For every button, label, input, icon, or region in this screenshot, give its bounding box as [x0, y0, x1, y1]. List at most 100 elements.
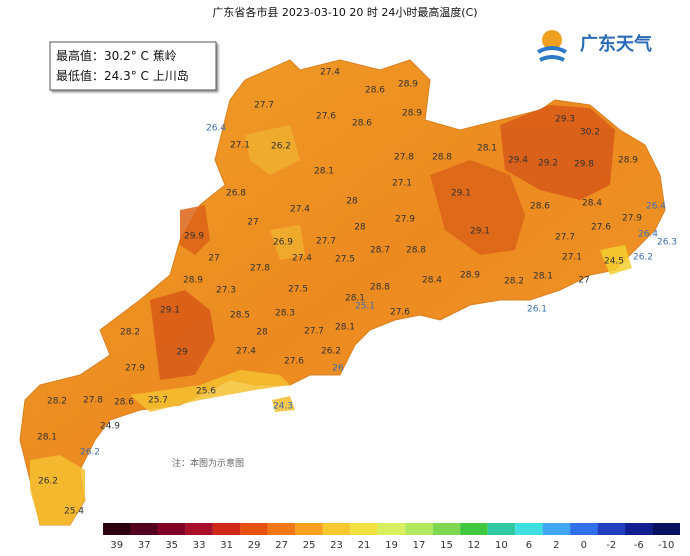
title: 广东省各市县 2023-03-10 20 时 24小时最高温度(C): [212, 5, 477, 19]
legend-swatch: [185, 523, 213, 535]
station-temp: 27.4: [290, 205, 310, 215]
legend-tick: 37: [138, 540, 151, 551]
station-temp: 28.5: [230, 311, 250, 321]
info-box: [49, 41, 217, 91]
station-temp: 27.4: [292, 254, 312, 264]
legend-tick: -2: [606, 540, 616, 551]
station-temp: 28.1: [37, 433, 57, 443]
station-temp: 28.1: [314, 167, 334, 177]
station-temp: 26.4: [206, 124, 226, 134]
station-temp: 28.2: [120, 328, 140, 338]
station-temp: 28.6: [352, 119, 372, 129]
station-temp: 30.2: [580, 128, 600, 138]
station-temp: 27.6: [316, 112, 336, 122]
station-temp: 28.9: [402, 109, 422, 119]
station-temp: 26.1: [527, 305, 547, 315]
station-temp: 28.9: [460, 271, 480, 281]
station-temp: 29.1: [470, 227, 490, 237]
logo-text: 广东天气: [580, 33, 652, 55]
station-temp: 28.6: [365, 86, 385, 96]
station-temp: 27.7: [316, 237, 336, 247]
station-temp: 26.2: [321, 347, 341, 357]
station-temp: 28.3: [275, 309, 295, 319]
station-temp: 27.7: [555, 233, 575, 243]
station-temp: 27.8: [83, 396, 103, 406]
station-temp: 24.5: [604, 257, 624, 267]
station-temp: 26.3: [657, 238, 677, 248]
station-temp: 25.1: [355, 302, 375, 312]
legend-swatch: [212, 523, 241, 535]
station-temp: 28.8: [406, 246, 426, 256]
station-temp: 28: [346, 197, 358, 207]
station-temp: 28.4: [582, 199, 602, 209]
legend-swatch: [652, 523, 680, 535]
station-temp: 28.6: [530, 202, 550, 212]
legend-tick: 12: [468, 540, 481, 551]
legend-tick: 6: [526, 540, 532, 551]
legend-tick: 2: [553, 540, 559, 551]
station-temp: 28.1: [335, 323, 355, 333]
legend-tick: 19: [385, 540, 398, 551]
station-temp: 26.4: [638, 230, 658, 240]
legend-swatch: [240, 523, 268, 535]
station-temp: 29.3: [555, 115, 575, 125]
station-temp: 28.4: [422, 276, 442, 286]
max-info: 最高值：30.2° C 蕉岭: [56, 48, 177, 63]
station-temp: 27.8: [250, 264, 270, 274]
legend-tick: 33: [193, 540, 206, 551]
station-temp: 28: [256, 328, 268, 338]
station-temp: 28: [354, 223, 366, 233]
legend-tick: 0: [581, 540, 587, 551]
legend-tick: 10: [495, 540, 508, 551]
station-temp: 28.9: [398, 80, 418, 90]
station-temp: 27.5: [335, 255, 355, 265]
station-temp: 26.4: [646, 202, 666, 212]
legend-swatch: [625, 523, 653, 535]
legend-tick: -6: [634, 540, 644, 551]
station-temp: 28.7: [370, 246, 390, 256]
station-temp: 26.2: [38, 477, 58, 487]
station-temp: 27.1: [392, 179, 412, 189]
regions: [30, 105, 632, 525]
station-temp: 26.2: [633, 253, 653, 263]
legend-swatch: [597, 523, 626, 535]
station-temp: 26: [332, 364, 344, 374]
station-temp: 29.1: [451, 189, 471, 199]
legend-swatch: [350, 523, 378, 535]
legend-swatch: [377, 523, 406, 535]
legend-swatch: [405, 523, 433, 535]
station-temp: 28.1: [345, 294, 365, 304]
station-temp: 24.3: [273, 402, 293, 412]
station-temp: 27: [247, 218, 258, 228]
legend-swatch: [103, 523, 131, 535]
legend-tick: 31: [220, 540, 233, 551]
station-temp: 27.3: [216, 286, 236, 296]
station-temp: 25.4: [64, 507, 84, 517]
station-temp: 27.9: [622, 214, 642, 224]
legend-tick: 35: [165, 540, 178, 551]
station-temp: 29.2: [538, 159, 558, 169]
legend-tick: 15: [440, 540, 453, 551]
legend-tick: 23: [330, 540, 343, 551]
station-temp: 27.4: [320, 68, 340, 78]
min-info: 最低值：24.3° C 上川岛: [56, 68, 189, 83]
station-temp: 26.9: [273, 238, 293, 248]
legend-swatch: [487, 523, 516, 535]
station-temp: 29.4: [508, 156, 528, 166]
station-temp: 26.2: [80, 448, 100, 458]
station-temp: 24.9: [100, 422, 120, 432]
legend-tick: 17: [413, 540, 426, 551]
legend-tick: 29: [248, 540, 261, 551]
station-temp: 27.6: [284, 357, 304, 367]
station-temp: 28.9: [183, 276, 203, 286]
station-temp: 28.1: [477, 144, 497, 154]
legend-swatch: [295, 523, 323, 535]
station-temp: 28.6: [114, 398, 134, 408]
legend-tick: 21: [358, 540, 371, 551]
station-temp: 27: [578, 276, 589, 286]
station-temp: 28.2: [504, 277, 524, 287]
legend-swatch: [570, 523, 598, 535]
station-temp: 26.8: [226, 189, 246, 199]
station-temp: 27.1: [562, 253, 582, 263]
